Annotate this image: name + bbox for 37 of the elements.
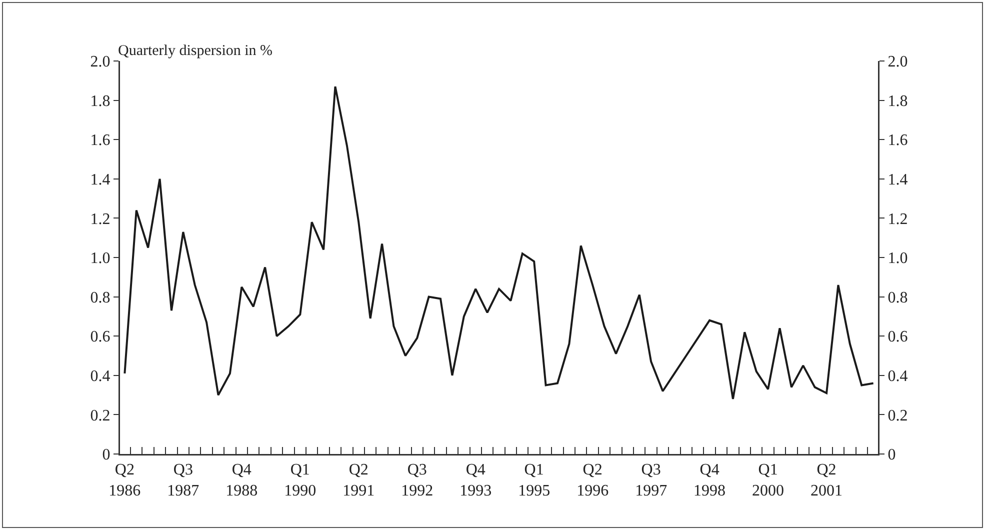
x-tick-label: Q3 1992 (401, 462, 434, 500)
y2-tick-label: 1.0 (888, 250, 908, 268)
x-tick-label: Q2 1991 (342, 462, 375, 500)
x-tick-label: Q4 1988 (226, 462, 258, 500)
y-tick-label: 1.0 (90, 250, 110, 268)
y2-tick-label: 0.6 (888, 328, 908, 346)
x-tick-label: Q4 1993 (460, 462, 492, 500)
x-tick-label: Q4 1998 (694, 462, 726, 500)
y-tick-label: 0.6 (90, 328, 110, 346)
y-axis-title: Quarterly dispersion in % (118, 43, 273, 59)
y2-tick-label: 2.0 (888, 54, 908, 71)
y2-tick-label: 1.4 (888, 172, 908, 188)
y2-tick-label: 1.2 (888, 210, 908, 228)
x-tick-label: Q1 1990 (284, 462, 316, 500)
y-tick-label: 1.8 (90, 92, 110, 110)
y-tick-label: 2.0 (90, 54, 110, 71)
y-tick-label: 0 (102, 446, 110, 464)
y-tick-label: 1.4 (90, 172, 110, 188)
y-tick-label: 0.2 (90, 407, 110, 424)
x-tick-label: Q1 1995 (518, 462, 550, 500)
y2-tick-label: 0.4 (888, 368, 908, 385)
y2-tick-label: 0.2 (888, 407, 908, 424)
y-tick-label: 1.2 (90, 210, 110, 228)
y-tick-label: 0.8 (90, 289, 110, 306)
y-tick-label: 1.6 (90, 132, 110, 150)
x-tick-label: Q2 1996 (576, 462, 609, 500)
line-series (124, 86, 874, 400)
x-tick-label: Q3 1987 (167, 462, 200, 500)
x-tick-label: Q1 2000 (752, 462, 784, 500)
y2-tick-label: 0.8 (888, 289, 908, 306)
y2-tick-label: 1.6 (888, 132, 908, 150)
y-tick-label: 0.4 (90, 368, 110, 385)
x-tick-label: Q2 1986 (108, 462, 141, 500)
x-tick-label: Q3 1997 (635, 462, 668, 500)
x-tick-label: Q2 2001 (810, 462, 843, 500)
y2-tick-label: 0 (888, 446, 896, 464)
y2-tick-label: 1.8 (888, 92, 908, 110)
